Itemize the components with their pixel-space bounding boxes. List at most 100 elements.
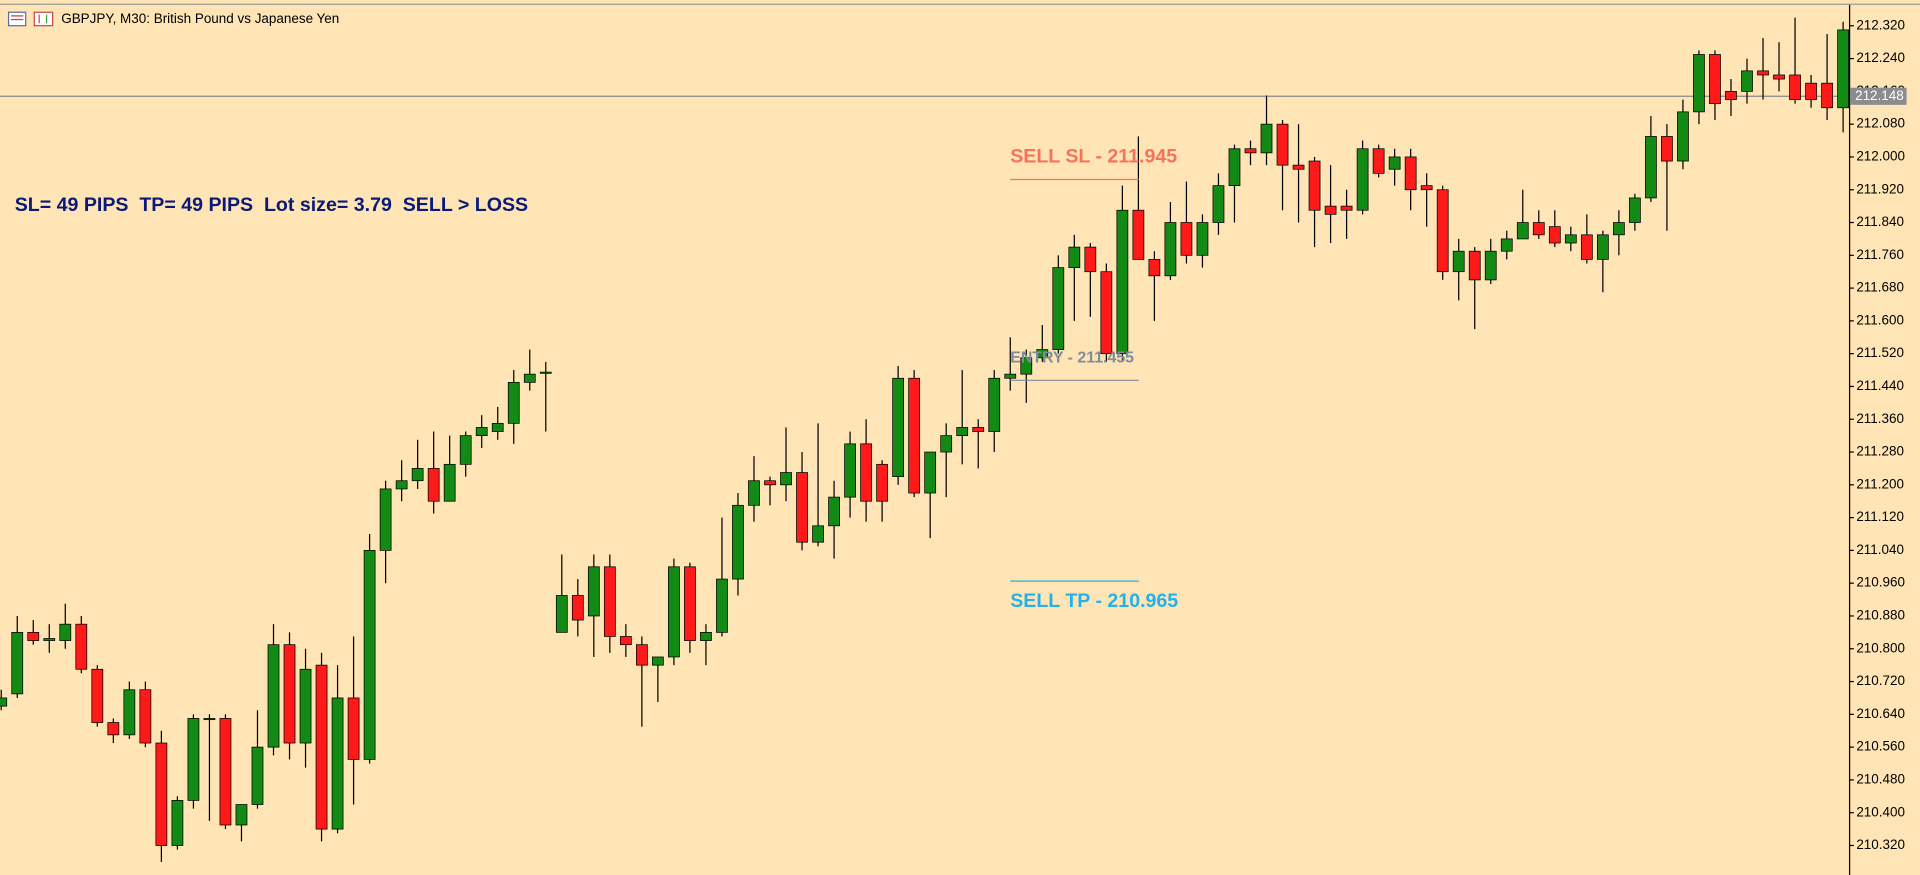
candle-body: [59, 623, 72, 641]
candle-body: [107, 722, 120, 736]
y-tick-label: 211.600: [1856, 312, 1904, 327]
candle-body: [91, 668, 104, 723]
candle-body: [1004, 373, 1017, 379]
y-tick-label: 210.960: [1856, 575, 1905, 590]
candle-body: [1180, 222, 1193, 256]
candle-body: [235, 804, 248, 826]
candle-body: [1757, 70, 1769, 76]
y-tick-label: 211.920: [1856, 181, 1904, 196]
candle-body: [299, 668, 312, 744]
candle-body: [1356, 148, 1369, 211]
candle-body: [1404, 156, 1417, 191]
candle-body: [491, 422, 504, 432]
candle-body: [1260, 123, 1273, 154]
candle-body: [876, 463, 889, 502]
candle-body: [1084, 246, 1097, 273]
candle-body: [812, 525, 824, 543]
y-tick-label: 211.680: [1856, 280, 1904, 295]
candle-body: [251, 746, 264, 805]
candle-body: [347, 697, 360, 760]
y-tick-label: 212.320: [1856, 17, 1905, 32]
candle-body: [603, 566, 616, 637]
candle-body: [1837, 29, 1849, 109]
candle-body: [1789, 74, 1801, 100]
candle-body: [1452, 250, 1465, 273]
candle-body: [796, 472, 808, 543]
candle-body: [1228, 148, 1241, 187]
y-tick-label: 212.080: [1856, 116, 1905, 131]
candle-body: [539, 371, 552, 374]
y-tick-label: 210.800: [1856, 640, 1905, 655]
y-tick-label: 211.200: [1856, 476, 1904, 491]
y-tick-label: 210.480: [1856, 771, 1905, 786]
candle-body: [1020, 357, 1033, 375]
candle-body: [443, 463, 456, 502]
candle-body: [1805, 82, 1817, 100]
candle-body: [1629, 197, 1641, 223]
candle-body: [1164, 222, 1177, 277]
candle-body: [587, 566, 600, 617]
candle-body: [924, 451, 937, 494]
candle-body: [571, 595, 584, 621]
candle-body: [1244, 148, 1257, 154]
candle-body: [940, 435, 953, 453]
candle-body: [411, 468, 424, 482]
y-tick-label: 210.640: [1856, 706, 1905, 721]
candle-body: [331, 697, 344, 830]
candle-body: [1580, 234, 1593, 260]
candle-body: [363, 550, 376, 760]
current-price-label: 212.148: [1855, 88, 1904, 103]
candle-body: [1372, 148, 1385, 174]
candle-body: [1773, 74, 1785, 80]
candle-body: [203, 718, 216, 721]
icon: [33, 11, 54, 27]
candle-body: [732, 504, 744, 580]
chart-title: GBPJPY, M30: British Pound vs Japanese Y…: [61, 11, 339, 26]
candle-body: [1725, 91, 1737, 100]
window-icons: [7, 11, 54, 27]
candle-body: [1532, 222, 1545, 236]
candle-body: [1596, 234, 1609, 260]
candle-body: [908, 377, 921, 494]
y-tick-label: 211.840: [1856, 214, 1904, 229]
candle-body: [1548, 226, 1561, 244]
y-tick-label: 211.040: [1856, 542, 1904, 557]
candle-body: [507, 381, 520, 424]
candle-body: [1132, 209, 1145, 260]
candle-body: [956, 427, 969, 437]
y-tick-label: 211.440: [1856, 378, 1904, 393]
candle-body: [828, 496, 840, 527]
candle-body: [1693, 54, 1705, 113]
candle-body: [523, 373, 536, 383]
candle-body: [395, 480, 408, 490]
level-label: SELL SL - 211.945: [1010, 146, 1177, 168]
candle-body: [379, 488, 392, 551]
candle-body: [1276, 123, 1289, 166]
candle-body: [75, 623, 88, 670]
candle-body: [1677, 111, 1689, 162]
candle-body: [668, 566, 680, 658]
candle-body: [636, 644, 648, 666]
candle-body: [1821, 82, 1833, 109]
candle-body: [283, 644, 296, 744]
candle-body: [1741, 70, 1753, 92]
candle-body: [0, 697, 8, 707]
y-tick-label: 211.280: [1856, 444, 1904, 459]
candle-body: [1500, 238, 1513, 252]
candle-body: [11, 632, 24, 695]
candle-body: [1340, 205, 1353, 211]
candle-body: [187, 718, 200, 801]
candle-body: [27, 632, 40, 641]
candle-body: [123, 689, 136, 736]
trade-info: SL= 49 PIPS TP= 49 PIPS Lot size= 3.79 S…: [15, 194, 528, 216]
y-tick-label: 211.760: [1856, 247, 1904, 262]
candle-body: [619, 636, 632, 646]
y-tick-label: 212.000: [1856, 149, 1905, 164]
level-label: ENTRY - 211.455: [1010, 349, 1134, 366]
y-tick-label: 212.240: [1856, 50, 1905, 65]
candle-body: [1645, 136, 1657, 199]
candle-body: [1068, 246, 1081, 268]
y-tick-label: 210.560: [1856, 739, 1905, 754]
